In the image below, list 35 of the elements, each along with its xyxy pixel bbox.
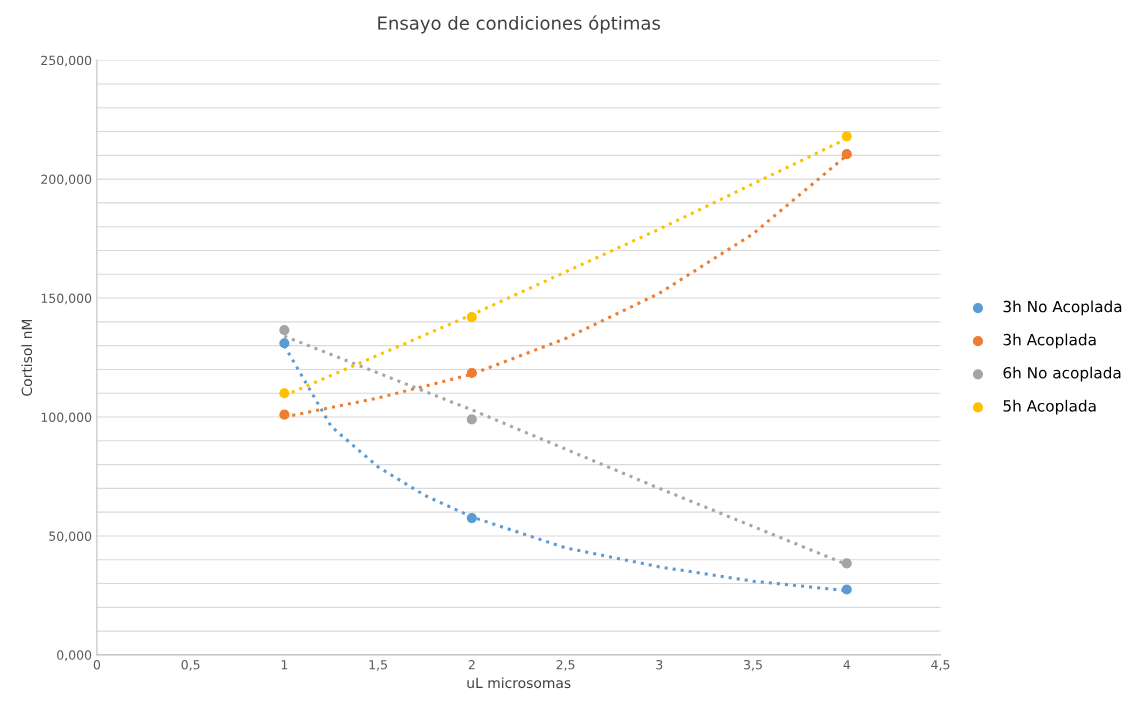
- x-tick-label: 1: [281, 660, 288, 670]
- point: [466, 414, 477, 425]
- point: [841, 584, 852, 595]
- legend-label: 3h Acoplada: [1003, 333, 1096, 349]
- point: [466, 367, 477, 379]
- x-axis-title: uL microsomas: [467, 677, 571, 689]
- legend-label: 5h Acoplada: [1003, 399, 1096, 415]
- x-tick-label: 4: [843, 660, 851, 670]
- point: [279, 388, 290, 399]
- legend-label: 3h No Acoplada: [1003, 300, 1122, 316]
- x-tick-label: 2: [468, 659, 475, 670]
- y-tick-label: 0,000: [57, 650, 92, 662]
- x-tick-label: 1,5: [369, 660, 387, 671]
- x-tick-label: 0: [93, 659, 101, 670]
- y-tick-label: 200,000: [41, 174, 92, 186]
- point: [841, 149, 852, 160]
- x-tick-label: 0,5: [181, 659, 200, 671]
- y-tick-label: 150,000: [41, 293, 92, 305]
- y-tick-label: 250,000: [41, 55, 92, 67]
- point: [279, 338, 290, 349]
- point: [279, 409, 290, 420]
- point: [841, 131, 852, 142]
- x-tick-label: 3,5: [744, 659, 762, 671]
- x-tick-label: 2,5: [556, 659, 575, 671]
- y-tick-label: 100,000: [41, 412, 92, 424]
- point: [466, 312, 477, 323]
- legend-label: 6h No acoplada: [1003, 366, 1121, 382]
- x-tick-label: 4,5: [931, 660, 950, 671]
- point: [466, 513, 477, 524]
- point: [279, 325, 290, 336]
- chart-title: Ensayo de condiciones óptimas: [378, 15, 660, 34]
- y-tick-label: 50,000: [49, 531, 92, 543]
- point: [841, 558, 852, 569]
- x-tick-label: 3: [656, 659, 663, 670]
- y-axis-title: Cortisol nM: [21, 319, 33, 396]
